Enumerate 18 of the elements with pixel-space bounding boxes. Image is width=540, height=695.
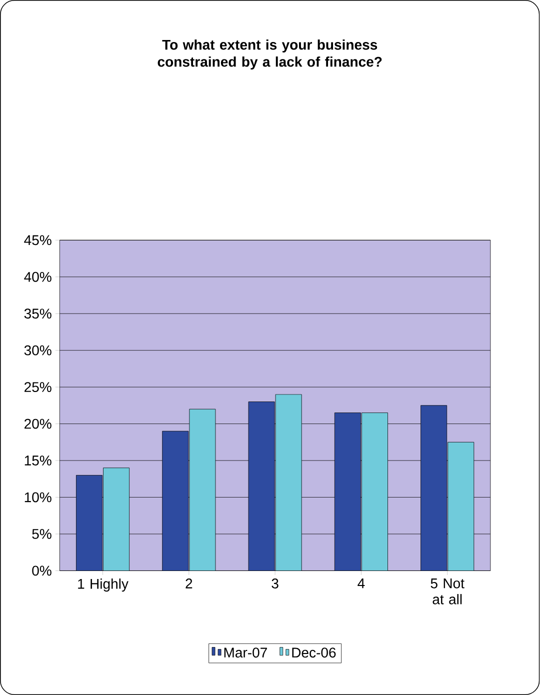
x-tick-label: 4 [358, 578, 365, 588]
y-tick-label: 0% [32, 566, 52, 576]
y-tick-label: 40% [24, 272, 52, 282]
y-tick-label: 5% [32, 529, 52, 539]
legend-label: Mar-07 [224, 648, 268, 658]
x-tick-label: 2 [186, 578, 192, 588]
legend-label: Dec-06 [292, 648, 336, 658]
y-tick-label: 20% [24, 418, 52, 429]
y-tick-label: 15% [25, 456, 52, 466]
y-tick-label: 45% [24, 235, 52, 246]
y-tick-label: 10% [25, 492, 52, 502]
x-tick-label: 1 Highly [78, 578, 129, 592]
y-tick-label: 25% [24, 382, 52, 392]
y-tick-label: 35% [24, 308, 52, 319]
chart-title: To what extent is your business constrained by a lack of finance? [158, 39, 382, 70]
y-tick-label: 30% [24, 345, 52, 356]
x-tick-label: 3 [272, 578, 278, 588]
x-tick-label: 5 Not at all [430, 578, 465, 604]
